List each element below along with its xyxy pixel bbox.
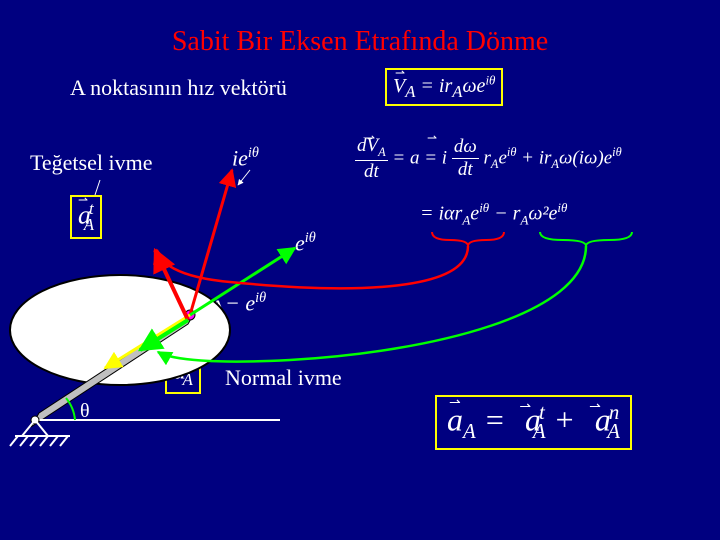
brace-1 <box>432 232 504 246</box>
slide-title: Sabit Bir Eksen Etrafında Dönme <box>0 26 720 58</box>
eq-derivative-line1: ⇀ ⇀ dVA dt = a = i dω dt rAeiθ + irAω(iω… <box>355 135 705 183</box>
slide: Sabit Bir Eksen Etrafında Dönme A noktas… <box>0 0 720 540</box>
point-A <box>185 310 195 320</box>
unit-vec-e: eiθ <box>295 230 316 256</box>
brace-2 <box>540 232 632 246</box>
rA-label: rA <box>85 340 100 366</box>
teget-label-arrow <box>95 180 100 195</box>
ground-hatch <box>10 436 70 446</box>
theta-label: θ <box>80 400 90 423</box>
pivot-point <box>31 416 39 424</box>
normal-accel-label: Normal ivme <box>225 365 342 391</box>
eq-velocity: ⇀ VA = irAωeiθ <box>385 68 503 106</box>
eq-normal-a: ⇀ anA <box>165 350 201 394</box>
point-A-label: A <box>210 295 226 321</box>
tangential-accel-label: Teğetsel ivme <box>30 150 152 176</box>
pivot-base <box>22 420 48 436</box>
eq-tangential-a: ⇀ atA <box>70 195 102 239</box>
vec-an <box>140 320 188 350</box>
theta-arc <box>66 398 75 420</box>
velocity-label: A noktasının hız vektörü <box>70 75 287 101</box>
eq-accel-sum: ⇀ aA = ⇀atA + ⇀anA <box>435 395 632 450</box>
unit-vec-ie: ieiθ <box>232 145 259 171</box>
unit-vec-neg-e: − eiθ <box>225 290 266 316</box>
eq-derivative-line2: = iαrAeiθ − rAω²eiθ <box>420 200 567 229</box>
vec-at <box>155 250 188 320</box>
